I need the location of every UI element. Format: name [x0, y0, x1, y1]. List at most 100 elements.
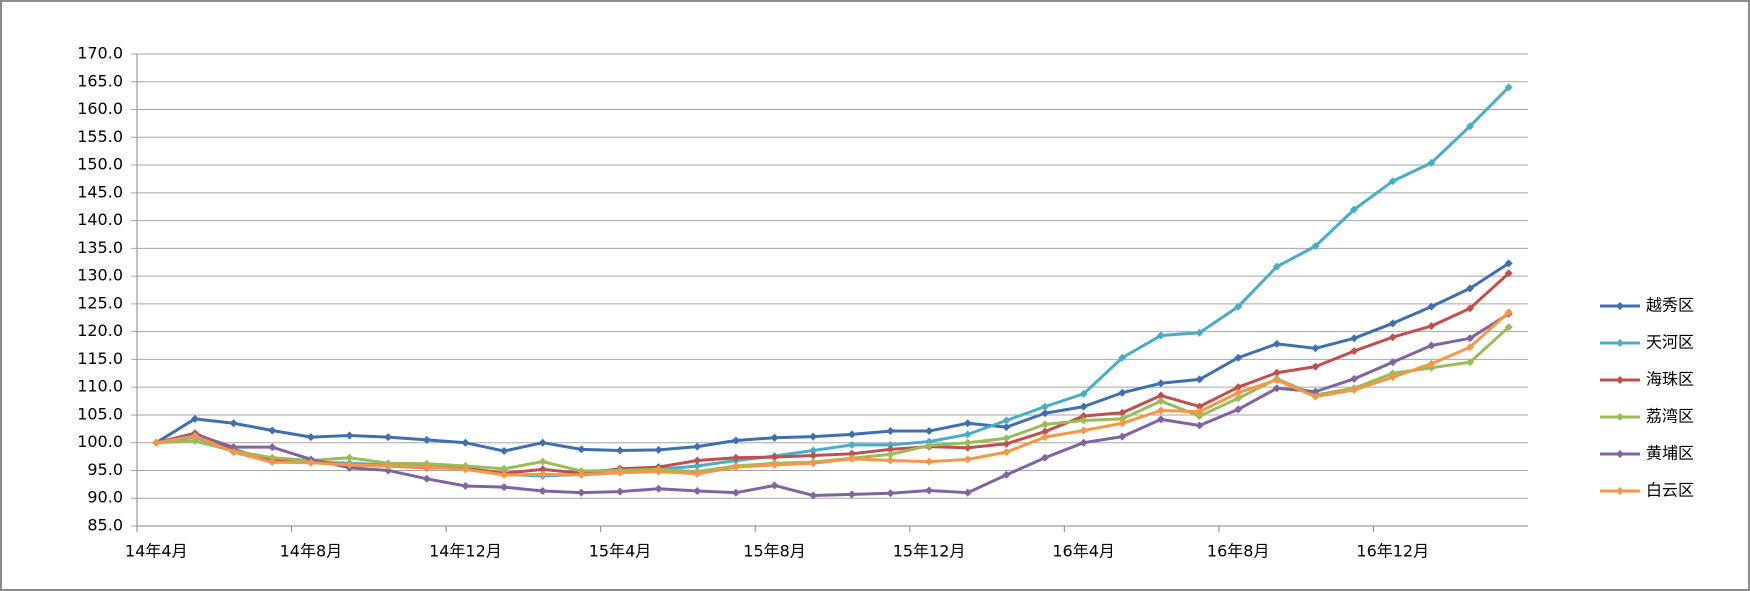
data-point	[963, 438, 972, 447]
data-point	[1195, 375, 1204, 384]
data-point	[1041, 402, 1050, 411]
data-point	[1079, 426, 1088, 435]
data-point	[538, 465, 547, 474]
y-tick-label: 90.0	[87, 488, 123, 507]
data-point	[731, 488, 740, 497]
x-tick-label: 15年8月	[743, 542, 806, 561]
data-point	[1195, 328, 1204, 337]
data-point	[1041, 409, 1050, 418]
data-point	[345, 460, 354, 469]
data-point	[1118, 408, 1127, 417]
y-tick-label: 125.0	[77, 293, 123, 312]
data-point	[500, 470, 509, 479]
data-point	[1504, 308, 1513, 317]
x-tick-label: 16年8月	[1207, 542, 1270, 561]
data-point	[886, 440, 895, 449]
data-point	[1427, 158, 1436, 167]
data-point	[1156, 391, 1165, 400]
data-point	[1234, 405, 1243, 414]
data-point	[1427, 322, 1436, 331]
series-line	[155, 262, 1510, 453]
data-point	[1272, 262, 1281, 271]
data-point	[538, 487, 547, 496]
data-point	[422, 474, 431, 483]
data-point	[963, 488, 972, 497]
data-point	[422, 435, 431, 444]
data-point	[1041, 420, 1050, 429]
y-tick-label: 130.0	[77, 266, 123, 285]
data-point	[1311, 344, 1320, 353]
data-point	[1504, 323, 1513, 332]
data-point	[731, 463, 740, 472]
series-line	[156, 312, 1510, 497]
data-point	[1002, 416, 1011, 425]
data-point	[268, 453, 277, 462]
data-point	[615, 446, 624, 455]
data-point	[693, 469, 702, 478]
legend-label: 海珠区	[1646, 370, 1694, 389]
legend-label: 白云区	[1646, 481, 1694, 500]
data-point	[925, 427, 934, 436]
data-point	[1118, 353, 1127, 362]
data-point	[1504, 259, 1513, 268]
data-point	[654, 445, 663, 454]
data-point	[1156, 397, 1165, 406]
data-point	[770, 460, 779, 469]
data-point	[847, 490, 856, 499]
data-point	[1002, 439, 1011, 448]
data-point	[384, 462, 393, 471]
data-point	[1195, 412, 1204, 421]
data-point	[693, 456, 702, 465]
data-point	[886, 456, 895, 465]
data-point	[809, 432, 818, 441]
data-point	[1311, 387, 1320, 396]
data-point	[809, 446, 818, 455]
y-tick-label: 165.0	[77, 71, 123, 90]
data-point	[1195, 407, 1204, 416]
data-point	[190, 437, 199, 446]
data-point	[809, 491, 818, 500]
data-point	[1079, 389, 1088, 398]
data-point	[422, 463, 431, 472]
data-point	[1234, 383, 1243, 392]
data-point	[1272, 339, 1281, 348]
data-point	[306, 458, 315, 467]
data-point	[1079, 438, 1088, 447]
series-line	[156, 311, 1510, 477]
data-point	[847, 430, 856, 439]
data-point	[1118, 414, 1127, 423]
data-point	[847, 440, 856, 449]
data-point	[1388, 358, 1397, 367]
data-point	[1002, 423, 1011, 432]
x-tick-label: 14年4月	[125, 542, 188, 561]
data-point	[1427, 341, 1436, 350]
data-point	[1234, 353, 1243, 362]
data-point	[1466, 122, 1475, 131]
data-point	[925, 441, 934, 450]
data-point	[1234, 388, 1243, 397]
data-point	[1427, 302, 1436, 311]
y-tick-label: 170.0	[77, 44, 123, 63]
x-tick-label: 16年12月	[1356, 542, 1429, 561]
data-point	[925, 486, 934, 495]
y-tick-label: 85.0	[87, 516, 123, 535]
data-point	[809, 459, 818, 468]
data-point	[1041, 433, 1050, 442]
data-point	[1350, 334, 1359, 343]
data-point	[1350, 385, 1359, 394]
data-point	[963, 443, 972, 452]
data-point	[731, 453, 740, 462]
data-point	[1156, 406, 1165, 415]
data-point	[1195, 421, 1204, 430]
data-point	[190, 414, 199, 423]
y-tick-label: 105.0	[77, 404, 123, 423]
x-tick-label: 15年12月	[893, 542, 966, 561]
data-point	[1234, 394, 1243, 403]
data-point	[1002, 448, 1011, 457]
data-point	[1350, 347, 1359, 356]
data-point	[886, 427, 895, 436]
data-point	[615, 487, 624, 496]
y-tick-label: 110.0	[77, 377, 123, 396]
